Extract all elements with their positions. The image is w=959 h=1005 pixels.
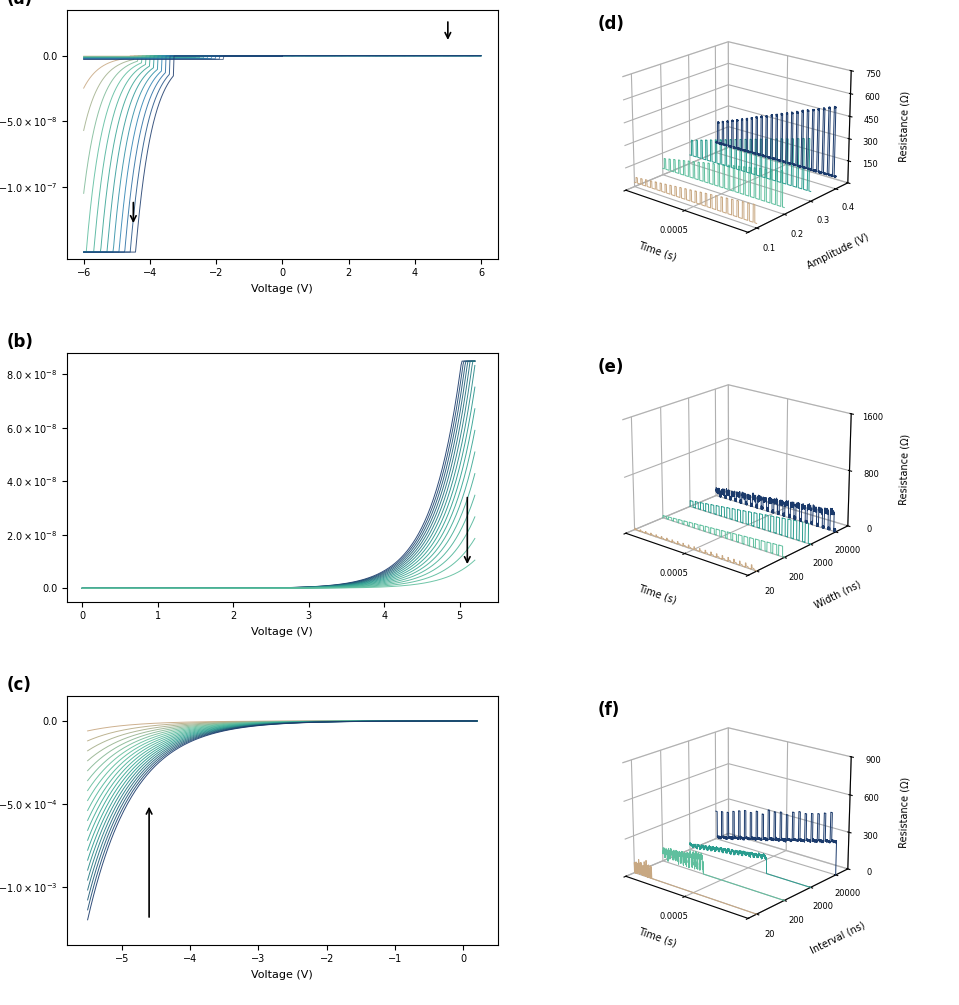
Text: (d): (d) [597, 15, 624, 33]
Y-axis label: Amplitude (V): Amplitude (V) [806, 232, 870, 271]
Y-axis label: Interval (ns): Interval (ns) [808, 920, 867, 956]
Text: (e): (e) [597, 358, 624, 376]
X-axis label: Voltage (V): Voltage (V) [251, 970, 314, 980]
X-axis label: Time (s): Time (s) [637, 927, 678, 949]
X-axis label: Time (s): Time (s) [637, 583, 678, 606]
X-axis label: Voltage (V): Voltage (V) [251, 627, 314, 637]
Text: (b): (b) [7, 333, 34, 351]
X-axis label: Time (s): Time (s) [637, 240, 678, 262]
Text: (c): (c) [7, 675, 32, 693]
Text: (f): (f) [597, 701, 620, 720]
Y-axis label: Width (ns): Width (ns) [813, 579, 862, 610]
X-axis label: Voltage (V): Voltage (V) [251, 283, 314, 293]
Text: (a): (a) [7, 0, 33, 8]
